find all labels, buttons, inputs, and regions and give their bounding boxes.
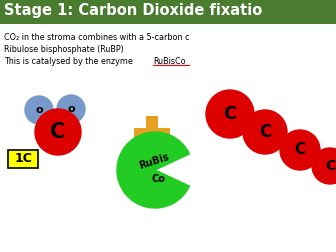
Text: o: o bbox=[67, 104, 75, 114]
Text: Ribulose bisphosphate (RuBP): Ribulose bisphosphate (RuBP) bbox=[4, 46, 124, 54]
Text: C: C bbox=[294, 142, 305, 158]
Circle shape bbox=[243, 110, 287, 154]
Text: RuBisCo: RuBisCo bbox=[153, 57, 185, 67]
Wedge shape bbox=[117, 132, 190, 208]
Text: Co: Co bbox=[151, 174, 165, 184]
Text: C: C bbox=[259, 123, 271, 141]
Text: C: C bbox=[223, 105, 237, 123]
Bar bbox=[146, 116, 158, 152]
Text: CO₂ in the stroma combines with a 5-carbon c: CO₂ in the stroma combines with a 5-carb… bbox=[4, 34, 190, 43]
Circle shape bbox=[280, 130, 320, 170]
Text: Stage 1: Carbon Dioxide fixatio: Stage 1: Carbon Dioxide fixatio bbox=[4, 3, 262, 17]
Circle shape bbox=[206, 90, 254, 138]
Text: o: o bbox=[35, 105, 43, 115]
Text: C: C bbox=[325, 159, 335, 173]
Circle shape bbox=[25, 96, 53, 124]
Circle shape bbox=[35, 109, 81, 155]
Text: C: C bbox=[50, 122, 66, 142]
Text: 1C: 1C bbox=[14, 152, 32, 166]
Bar bbox=[0, 0, 336, 24]
Text: RuBis: RuBis bbox=[138, 151, 170, 171]
Circle shape bbox=[57, 95, 85, 123]
Circle shape bbox=[312, 148, 336, 184]
FancyBboxPatch shape bbox=[8, 150, 38, 168]
Text: This is catalysed by the enzyme: This is catalysed by the enzyme bbox=[4, 57, 135, 67]
Bar bbox=[134, 128, 170, 140]
